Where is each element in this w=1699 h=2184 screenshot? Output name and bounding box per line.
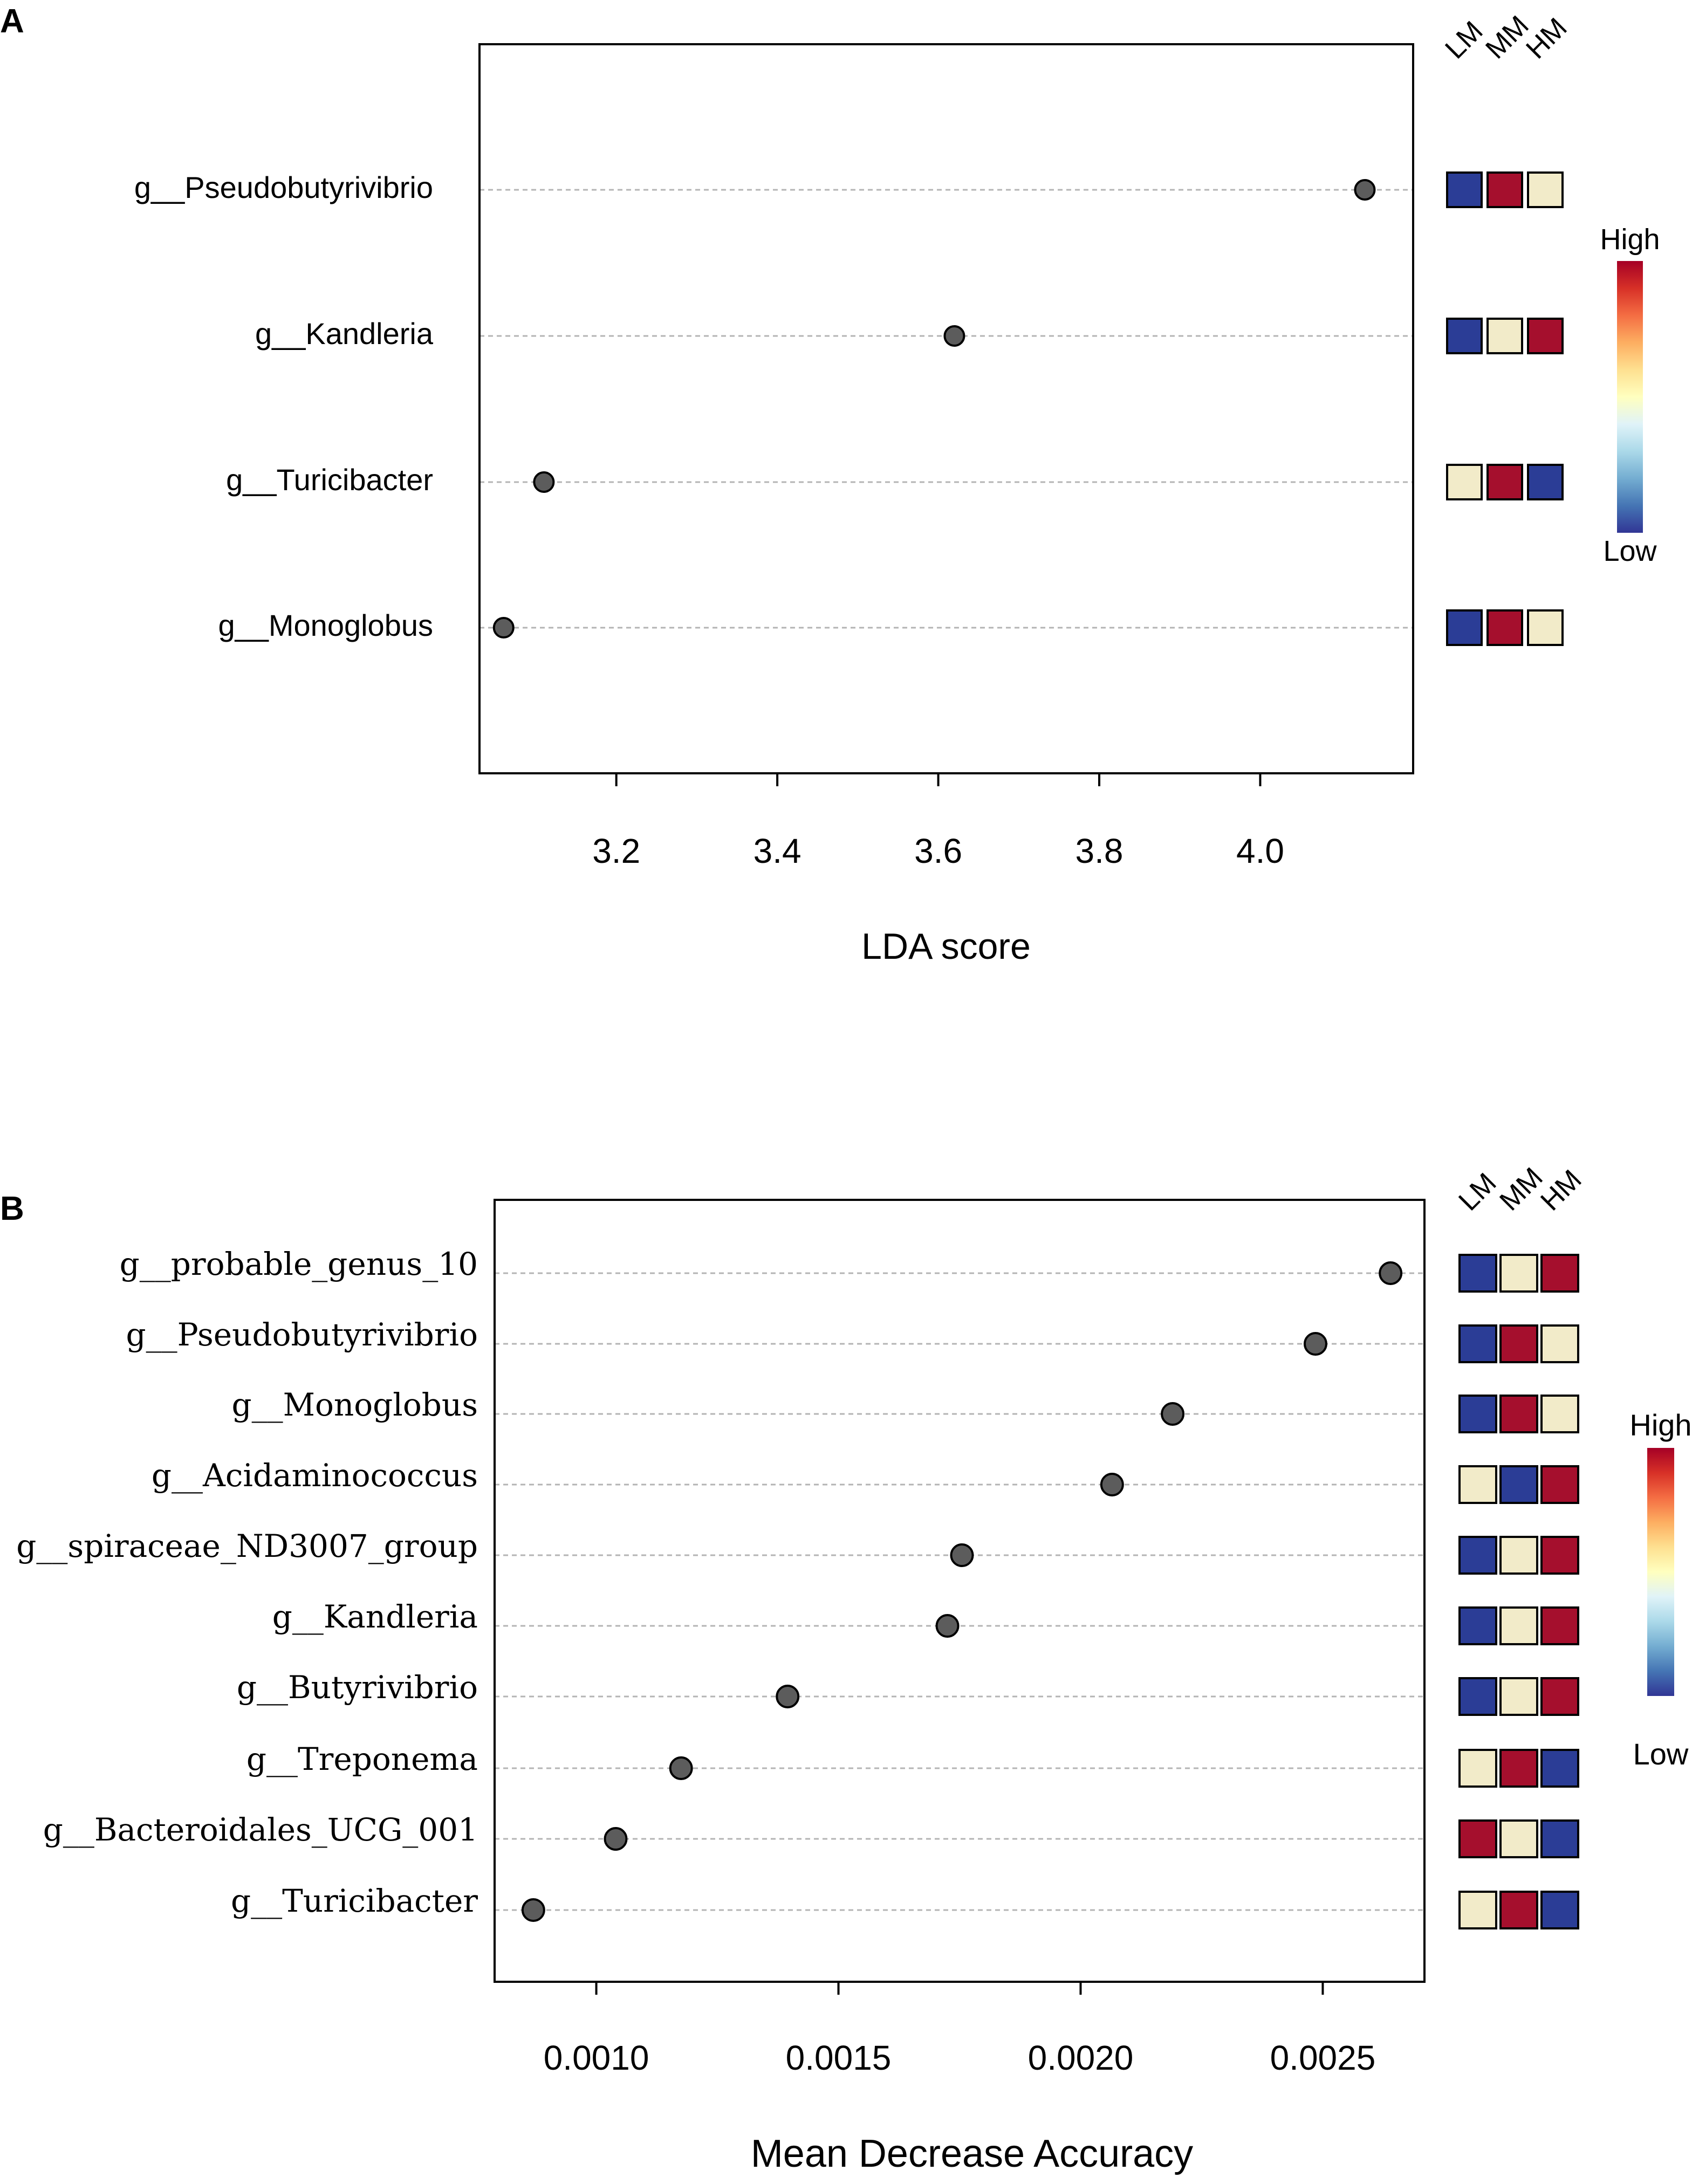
heatmap-cell <box>1446 318 1483 354</box>
heatmap-cell <box>1499 1749 1538 1788</box>
taxon-label: g__Monoglobus <box>218 608 433 642</box>
heatmap-cell <box>1499 1465 1538 1504</box>
panel-b: Bg__probable_genus_10 g__Pseudobutyrivibr… <box>0 1162 1692 2175</box>
heatmap-cell <box>1446 171 1483 208</box>
taxon-label: g__Pseudobutyrivibrio <box>126 1316 478 1353</box>
heatmap-cell <box>1540 1819 1579 1858</box>
heatmap-cell <box>1499 1677 1538 1716</box>
heatmap-cell <box>1458 1677 1497 1716</box>
data-point <box>776 1685 800 1708</box>
heatmap-cell <box>1486 318 1523 354</box>
x-tick-label: 3.6 <box>914 832 962 870</box>
taxon-label: g__Butyrivibrio <box>237 1669 478 1706</box>
heatmap-cell <box>1540 1254 1579 1293</box>
x-tick-label: 0.0015 <box>786 2038 892 2077</box>
heatmap-cell <box>1458 1395 1497 1433</box>
heatmap-cell <box>1499 1536 1538 1575</box>
heatmap-cell <box>1540 1465 1579 1504</box>
x-tick-label: 4.0 <box>1236 832 1284 870</box>
plot-frame <box>478 43 1414 774</box>
taxon-label: g__Pseudobutyrivibrio <box>134 170 433 204</box>
taxon-label: g__probable_genus_10 <box>120 1246 478 1282</box>
heatmap-cell <box>1499 1819 1538 1858</box>
heatmap-cell <box>1540 1606 1579 1645</box>
x-tick-label: 3.4 <box>753 832 801 870</box>
data-point <box>950 1543 974 1567</box>
heatmap-cell <box>1458 1254 1497 1293</box>
taxon-label: g__Treponema <box>246 1741 478 1777</box>
heatmap-cell <box>1527 171 1564 208</box>
taxon-label: g__Kandleria <box>255 317 434 351</box>
data-point <box>1354 179 1376 201</box>
heatmap-cell <box>1499 1606 1538 1645</box>
heatmap-cell <box>1458 1819 1497 1858</box>
heatmap-cell <box>1540 1395 1579 1433</box>
x-tick-label: 3.2 <box>592 832 640 870</box>
heatmap-cell <box>1540 1749 1579 1788</box>
heatmap-cell <box>1540 1324 1579 1363</box>
taxon-label: g__Turicibacter <box>231 1883 478 1919</box>
legend-low-label: Low <box>1633 1737 1689 1771</box>
taxon-label: g__Bacteroidales_UCG_001 <box>43 1811 478 1848</box>
heatmap-cell <box>1458 1606 1497 1645</box>
panel-label: A <box>0 3 24 40</box>
heatmap-cell <box>1446 464 1483 500</box>
data-point <box>1161 1402 1185 1426</box>
heatmap-cell <box>1499 1395 1538 1433</box>
data-point <box>669 1756 693 1780</box>
heatmap-cell <box>1458 1536 1497 1575</box>
taxon-label: g__Kandleria <box>272 1598 478 1635</box>
heatmap-cell <box>1540 1891 1579 1929</box>
legend-high-label: High <box>1600 223 1660 256</box>
taxon-label: g__Acidaminococcus <box>152 1457 478 1494</box>
heatmap-cell <box>1486 609 1523 646</box>
x-axis-label: Mean Decrease Accuracy <box>751 2132 1193 2175</box>
heatmap-cell <box>1446 609 1483 646</box>
taxon-label: g__spiraceae_ND3007_group <box>16 1528 478 1564</box>
panel-label: B <box>0 1190 24 1227</box>
x-tick-label: 0.0010 <box>544 2038 649 2077</box>
color-scale-bar <box>1647 1448 1674 1696</box>
heatmap-cell <box>1499 1891 1538 1929</box>
data-point <box>521 1898 545 1922</box>
data-point <box>1303 1332 1327 1356</box>
heatmap-cell <box>1458 1749 1497 1788</box>
taxon-label: g__Turicibacter <box>226 463 433 497</box>
color-scale-bar <box>1617 261 1643 533</box>
heatmap-cell <box>1540 1536 1579 1575</box>
x-tick-label: 0.0020 <box>1028 2038 1134 2077</box>
heatmap-cell <box>1499 1254 1538 1293</box>
heatmap-cell <box>1458 1324 1497 1363</box>
heatmap-cell <box>1499 1324 1538 1363</box>
heatmap-cell <box>1527 318 1564 354</box>
heatmap-cell <box>1527 464 1564 500</box>
x-tick-label: 3.8 <box>1075 832 1123 870</box>
heatmap-cell <box>1540 1677 1579 1716</box>
data-point <box>935 1614 960 1638</box>
data-point <box>1100 1473 1124 1496</box>
heatmap-cell <box>1527 609 1564 646</box>
plot-frame <box>494 1199 1426 1983</box>
taxon-label: g__Monoglobus <box>231 1386 478 1423</box>
data-point <box>533 471 555 493</box>
data-point <box>943 325 965 347</box>
x-tick-label: 0.0025 <box>1270 2038 1376 2077</box>
data-point <box>492 617 515 638</box>
data-point <box>604 1827 628 1851</box>
heatmap-cell <box>1486 171 1523 208</box>
data-point <box>1379 1261 1403 1285</box>
heatmap-cell <box>1458 1891 1497 1929</box>
x-axis-label: LDA score <box>861 926 1031 967</box>
legend-high-label: High <box>1629 1408 1691 1442</box>
legend-low-label: Low <box>1603 535 1657 567</box>
heatmap-cell <box>1458 1465 1497 1504</box>
heatmap-cell <box>1486 464 1523 500</box>
